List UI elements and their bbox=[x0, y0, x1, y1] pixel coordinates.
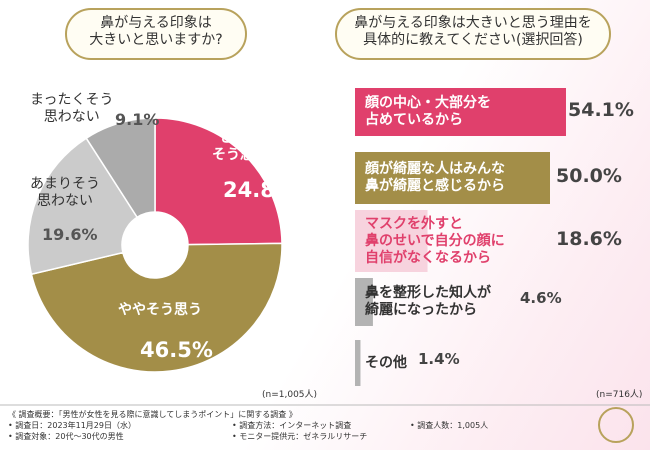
bar bbox=[355, 210, 428, 272]
sample-size: (n=1,005人) bbox=[262, 390, 318, 400]
value-label: 1.4% bbox=[418, 350, 460, 368]
footer-item: • 調査人数：1,005人 bbox=[410, 421, 489, 430]
value-label: 54.1% bbox=[568, 99, 634, 121]
bar bbox=[355, 340, 361, 386]
pie-slice bbox=[85, 117, 156, 219]
bar bbox=[355, 88, 566, 136]
footer-item: • 調査対象：20代～30代の男性 bbox=[8, 432, 124, 441]
value-label: 4.6% bbox=[520, 289, 562, 307]
value-label: 46.5% bbox=[140, 338, 213, 362]
value-label: 50.0% bbox=[556, 165, 622, 187]
footer-item: • モニター提供元：ゼネラルリサーチ bbox=[232, 432, 368, 441]
pie-slice bbox=[154, 117, 283, 246]
bar bbox=[355, 152, 550, 204]
chart-title: 鼻が与える印象は大きいと思う理由を 具体的に教えてください(選択回答) bbox=[335, 8, 611, 60]
chart-title: 鼻が与える印象は 大きいと思いますか? bbox=[65, 8, 247, 60]
value-label: 24.8% bbox=[223, 178, 296, 202]
logo bbox=[598, 407, 634, 443]
footer-heading: 《 調査概要：「男性が女性を見る際に意識してしまうポイント」に関する調査 》 bbox=[8, 410, 297, 419]
footer-item: • 調査方法：インターネット調査 bbox=[232, 421, 352, 430]
slice-label: とても そう思う bbox=[212, 130, 268, 163]
slice-label: ややそう思う bbox=[118, 302, 202, 318]
bar-label: その他 bbox=[365, 354, 407, 371]
bar-label: 鼻を整形した知人が 綺麗になったから bbox=[365, 285, 491, 318]
value-label: 18.6% bbox=[556, 228, 622, 250]
footer-item: • 調査日：2023年11月29日（水） bbox=[8, 421, 136, 430]
slice-label: まったくそう 思わない bbox=[30, 92, 114, 125]
pie-slice bbox=[27, 137, 139, 276]
bar-label: マスクを外すと 鼻のせいで自分の顔に 自信がなくなるから bbox=[365, 215, 505, 266]
sample-size: (n=716人) bbox=[596, 390, 643, 400]
bar bbox=[355, 278, 373, 326]
pie-slice bbox=[30, 242, 283, 373]
value-label: 19.6% bbox=[42, 225, 98, 244]
bar-label: 顔の中心・大部分を 占めているから bbox=[365, 95, 491, 128]
bar-label: 顔が綺麗な人はみんな 鼻が綺麗と感じるから bbox=[365, 161, 505, 194]
value-label: 9.1% bbox=[115, 110, 160, 129]
slice-label: あまりそう 思わない bbox=[30, 176, 100, 209]
